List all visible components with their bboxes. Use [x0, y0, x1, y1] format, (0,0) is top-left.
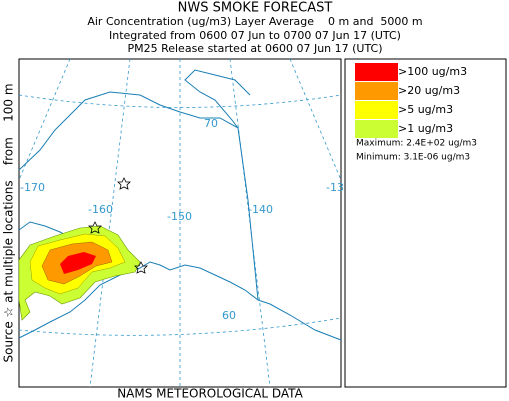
legend-label: >20 ug/m3 — [398, 84, 460, 97]
lat-line — [18, 94, 342, 108]
lon-label: -150 — [167, 210, 192, 223]
legend-swatch — [355, 120, 398, 138]
legend-label: >100 ug/m3 — [398, 65, 467, 78]
subtitle: Air Concentration (ug/m3) Layer Average … — [87, 15, 422, 28]
map: -170 -160 -150 -140 -130 70 60 — [18, 58, 351, 388]
legend-swatch — [355, 63, 398, 81]
legend-label: >5 ug/m3 — [398, 103, 453, 116]
title: NWS SMOKE FORECAST — [178, 1, 333, 16]
maximum: Maximum: 2.4E+02 ug/m3 — [356, 139, 477, 149]
legend: >100 ug/m3 >20 ug/m3 >5 ug/m3 >1 ug/m3 — [355, 63, 467, 138]
plume — [18, 225, 141, 321]
source-stars — [88, 177, 148, 274]
lat-label: 70 — [204, 117, 218, 130]
lat-label: 60 — [222, 309, 236, 322]
legend-label: >1 ug/m3 — [398, 122, 453, 135]
integrated: Integrated from 0600 07 Jun to 0700 07 J… — [109, 29, 401, 42]
lat-line — [18, 317, 342, 336]
legend-swatch — [355, 82, 398, 100]
lon-line — [18, 58, 71, 181]
coastline — [18, 69, 342, 341]
lon-label: -160 — [88, 203, 113, 216]
lon-line — [229, 58, 271, 388]
lon-label: -170 — [20, 181, 45, 194]
lon-label: -140 — [248, 203, 273, 216]
release: PM25 Release started at 0600 07 Jun 17 (… — [127, 42, 382, 55]
minimum: Minimum: 3.1E-06 ug/m3 — [356, 153, 470, 163]
side-label: Source ☆ at multiple locations from 100 … — [2, 83, 16, 362]
lon-line — [89, 58, 131, 388]
legend-swatch — [355, 101, 398, 119]
footer: NAMS METEOROLOGICAL DATA — [117, 387, 303, 401]
graticule — [18, 58, 342, 388]
lon-line — [289, 58, 342, 181]
